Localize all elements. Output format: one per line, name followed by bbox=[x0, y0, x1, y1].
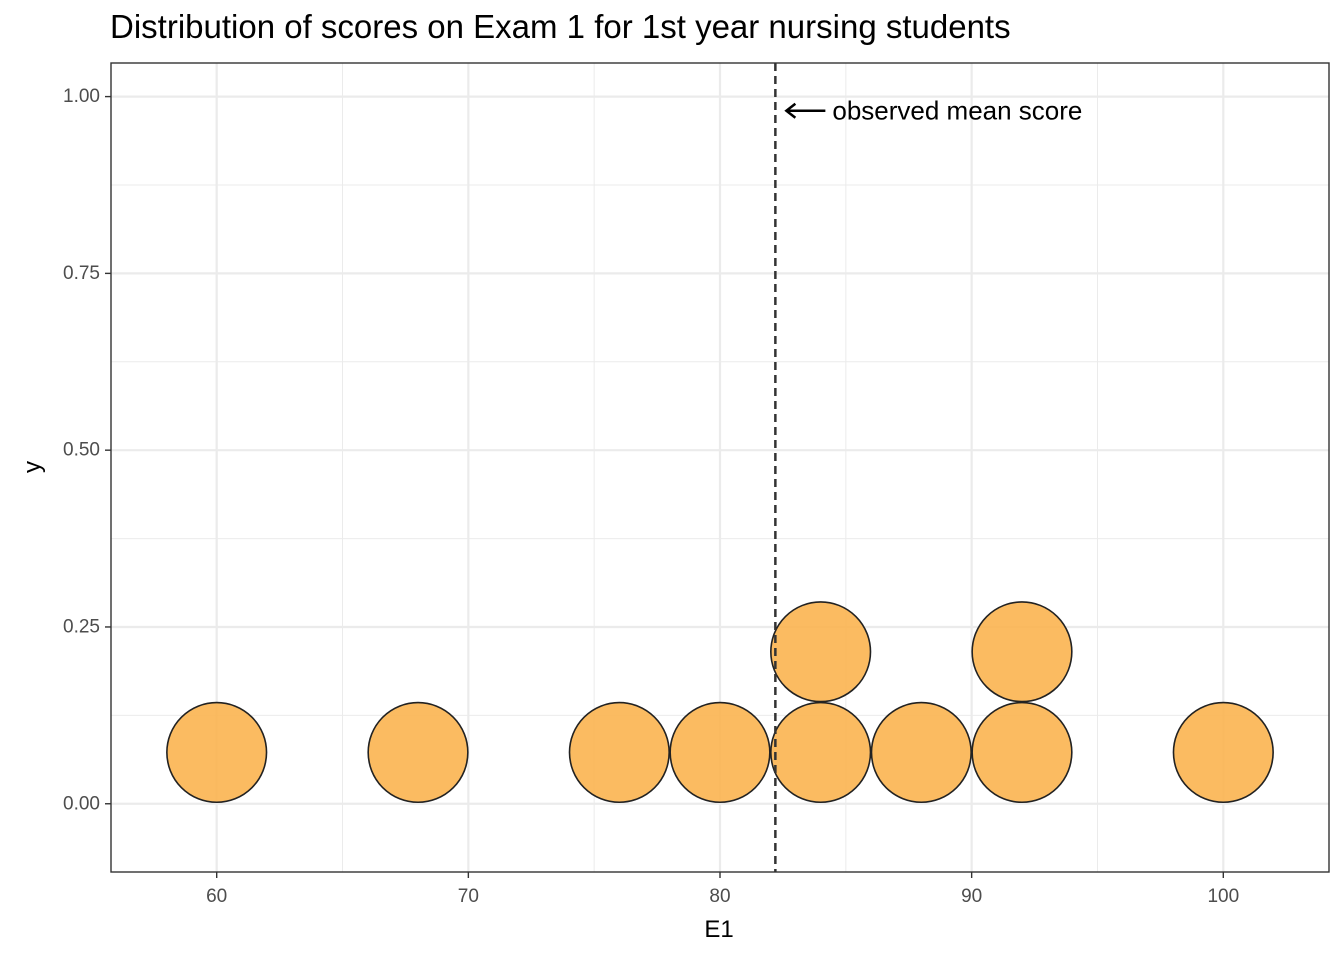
data-point bbox=[166, 701, 268, 804]
data-point bbox=[568, 701, 670, 804]
y-tick-label: 0.50 bbox=[63, 440, 100, 461]
x-tick-label: 70 bbox=[458, 886, 479, 907]
data-point bbox=[1172, 701, 1274, 804]
chart-title: Distribution of scores on Exam 1 for 1st… bbox=[110, 8, 1011, 45]
y-axis-title: y bbox=[19, 461, 46, 473]
y-axis: 0.00 0.25 0.50 0.75 1.00 bbox=[63, 86, 111, 814]
data-point bbox=[770, 601, 872, 703]
x-tick-label: 60 bbox=[206, 886, 227, 907]
data-point bbox=[770, 701, 872, 804]
x-tick-label: 100 bbox=[1207, 886, 1239, 907]
y-tick-label: 0.00 bbox=[63, 793, 100, 814]
y-tick-label: 1.00 bbox=[63, 86, 100, 107]
annotation-text: observed mean score bbox=[832, 96, 1082, 126]
y-tick-label: 0.25 bbox=[63, 616, 100, 637]
x-axis: 60 70 80 90 100 bbox=[206, 872, 1239, 907]
x-tick-label: 80 bbox=[709, 886, 730, 907]
data-point bbox=[367, 701, 469, 804]
data-point bbox=[669, 701, 771, 804]
points-layer bbox=[166, 601, 1274, 804]
y-tick-label: 0.75 bbox=[63, 263, 100, 284]
annotation: observed mean score bbox=[784, 96, 1082, 126]
data-point bbox=[971, 701, 1073, 804]
annotation-arrow-head bbox=[784, 102, 797, 119]
x-axis-title: E1 bbox=[704, 916, 733, 943]
data-point bbox=[971, 601, 1073, 703]
grid-major bbox=[111, 63, 1329, 872]
x-tick-label: 90 bbox=[961, 886, 982, 907]
data-point bbox=[870, 701, 972, 804]
